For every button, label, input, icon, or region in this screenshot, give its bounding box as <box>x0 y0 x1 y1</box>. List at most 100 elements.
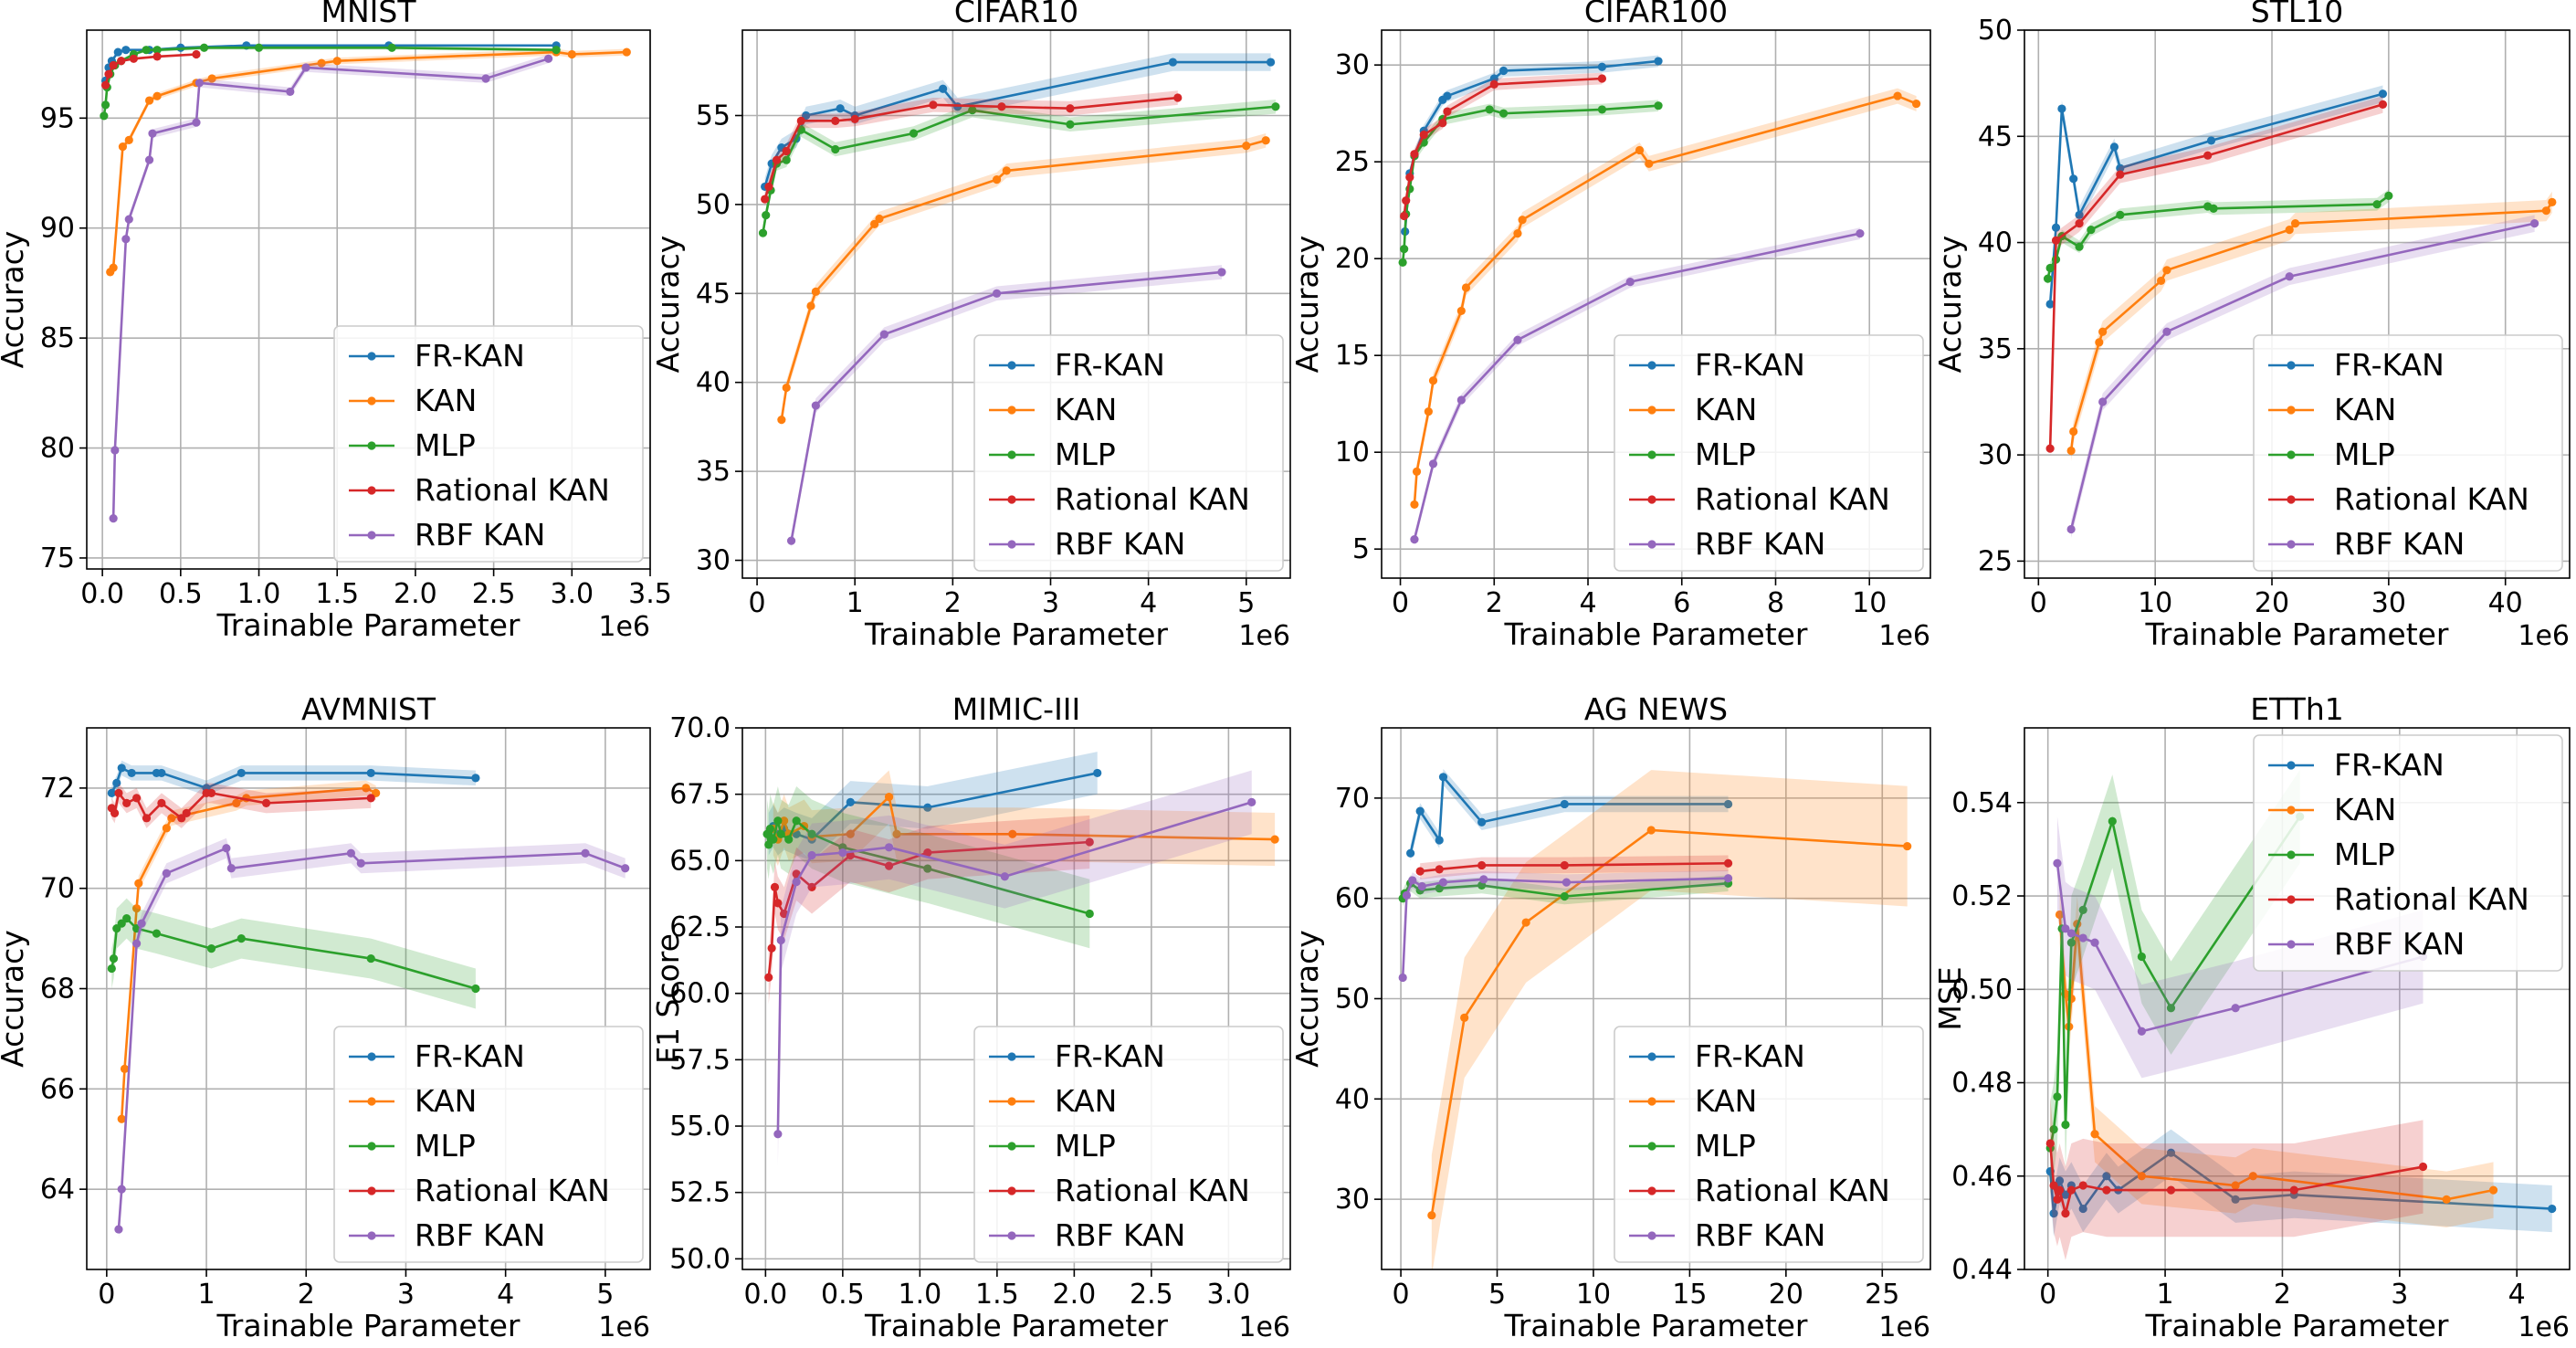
x-multiplier-label: 1e6 <box>598 611 650 643</box>
legend-item-kan: KAN <box>349 1083 477 1119</box>
legend-marker-rational-kan <box>1647 1186 1656 1195</box>
data-point-kan <box>884 792 894 802</box>
data-point-mlp <box>2116 210 2125 219</box>
data-point-fr-kan <box>923 803 932 812</box>
tick-label-x: 2.0 <box>1053 1279 1097 1311</box>
legend-marker-mlp <box>2287 450 2296 459</box>
legend-marker-rational-kan <box>2287 495 2296 504</box>
legend-item-fr-kan: FR-KAN <box>349 338 525 374</box>
legend-marker-mlp <box>1007 1142 1016 1151</box>
tick-label-y: 64 <box>40 1174 75 1206</box>
legend-label: RBF KAN <box>2334 526 2465 562</box>
data-point-fr-kan <box>802 111 811 121</box>
data-point-kan <box>1911 99 1921 109</box>
legend-label: FR-KAN <box>1695 1038 1805 1074</box>
tick-label-y: 68 <box>40 974 75 1006</box>
tick-label-x: 1.5 <box>975 1279 1019 1311</box>
data-point-kan <box>782 383 791 393</box>
tick-label-y: 52.5 <box>669 1177 731 1209</box>
series-band-rbf-kan <box>2071 215 2535 538</box>
data-point-fr-kan <box>157 768 166 778</box>
data-point-rbf-kan <box>811 401 820 410</box>
data-point-fr-kan <box>1489 74 1498 83</box>
data-point-mlp <box>1597 105 1607 114</box>
tick-label-y: 90 <box>40 213 75 245</box>
data-point-kan <box>1270 835 1279 844</box>
legend-item-mlp: MLP <box>1629 437 1756 472</box>
tick-label-x: 4 <box>1579 587 1596 619</box>
data-point-mlp <box>471 984 480 994</box>
plot-area <box>762 752 1279 1166</box>
data-point-fr-kan <box>2051 223 2061 232</box>
plot-area <box>2043 85 2557 538</box>
legend-label: RBF KAN <box>1055 526 1185 562</box>
tick-label-x: 5 <box>1488 1279 1506 1311</box>
data-point-rbf-kan <box>581 848 590 858</box>
axes-frame <box>86 727 651 1270</box>
data-point-fr-kan <box>1560 799 1569 809</box>
legend-item-rational-kan: Rational KAN <box>1629 1173 1890 1208</box>
series-line-rbf-kan <box>776 801 1253 1134</box>
data-point-rbf-kan <box>286 87 295 97</box>
legend-marker-kan <box>2287 405 2296 415</box>
legend-marker-fr-kan <box>2287 761 2296 770</box>
data-point-rbf-kan <box>1561 878 1572 887</box>
tick-label-y: 10 <box>1335 437 1370 469</box>
legend-label: KAN <box>1055 392 1117 427</box>
data-point-rational-kan <box>2078 1181 2087 1190</box>
axes-frame <box>741 29 1291 579</box>
data-point-kan <box>2137 1172 2146 1181</box>
y-axis-label: Accuracy <box>1932 236 1968 374</box>
x-multiplier-label: 1e6 <box>1878 1311 1930 1343</box>
legend-marker-rbf-kan <box>1647 1231 1656 1240</box>
tick-label-x: 2 <box>2274 1279 2291 1311</box>
tick-label-y: 66 <box>40 1073 75 1105</box>
tick-label-x: 0.5 <box>159 578 203 610</box>
legend-item-rational-kan: Rational KAN <box>1629 481 1890 517</box>
data-point-rational-kan <box>1410 150 1419 159</box>
data-point-kan <box>232 798 241 807</box>
legend-label: Rational KAN <box>1695 1173 1890 1208</box>
data-point-rbf-kan <box>1408 876 1417 885</box>
data-point-fr-kan <box>113 47 122 57</box>
data-point-fr-kan <box>2166 1148 2176 1157</box>
series-line-kan <box>109 50 627 273</box>
legend-marker-kan <box>1647 405 1656 415</box>
legend-marker-rbf-kan <box>367 1231 376 1240</box>
tick-label-y: 40 <box>1978 227 2013 259</box>
data-point-rational-kan <box>796 116 805 125</box>
tick-label-x: 15 <box>1672 1279 1707 1311</box>
tick-label-x: 10 <box>1576 1279 1611 1311</box>
data-point-kan <box>1456 306 1466 316</box>
legend-item-mlp: MLP <box>989 1128 1116 1164</box>
legend-label: FR-KAN <box>2334 747 2445 783</box>
data-point-mlp <box>782 155 791 164</box>
chart-etth1: 0 1 2 3 4 0.44 0.46 0.48 0.50 0.52 0.54 ETTh1 Traina… <box>1932 691 2571 1343</box>
legend-marker-fr-kan <box>2287 361 2296 370</box>
data-point-kan <box>2231 1181 2240 1190</box>
y-axis-label: Accuracy <box>650 236 686 374</box>
axes-frame <box>741 727 1291 1270</box>
legend-item-rbf-kan: RBF KAN <box>989 526 1185 562</box>
tick-label-y: 62.5 <box>669 911 731 943</box>
data-point-rational-kan <box>110 808 120 817</box>
data-point-mlp <box>909 129 919 138</box>
tick-label-x: 0 <box>749 587 766 619</box>
legend-label: KAN <box>2334 392 2396 427</box>
legend-marker-rational-kan <box>1007 495 1016 504</box>
tick-label-x: 2 <box>298 1279 315 1311</box>
tick-label-x: 1 <box>846 587 864 619</box>
tick-label-y: 45 <box>696 278 731 310</box>
legend-item-rbf-kan: RBF KAN <box>1629 526 1825 562</box>
tick-label-x: 6 <box>1673 587 1690 619</box>
tick-label-x: 1 <box>2157 1279 2174 1311</box>
data-point-kan <box>132 904 142 913</box>
tick-label-y: 57.5 <box>669 1044 731 1076</box>
data-point-fr-kan <box>1597 62 1607 71</box>
data-point-rational-kan <box>850 114 859 124</box>
data-point-rbf-kan <box>162 869 171 878</box>
data-point-rbf-kan <box>1625 278 1635 287</box>
tick-label-x: 2 <box>944 587 962 619</box>
legend-label: MLP <box>1055 1128 1116 1164</box>
data-point-mlp <box>152 929 162 938</box>
